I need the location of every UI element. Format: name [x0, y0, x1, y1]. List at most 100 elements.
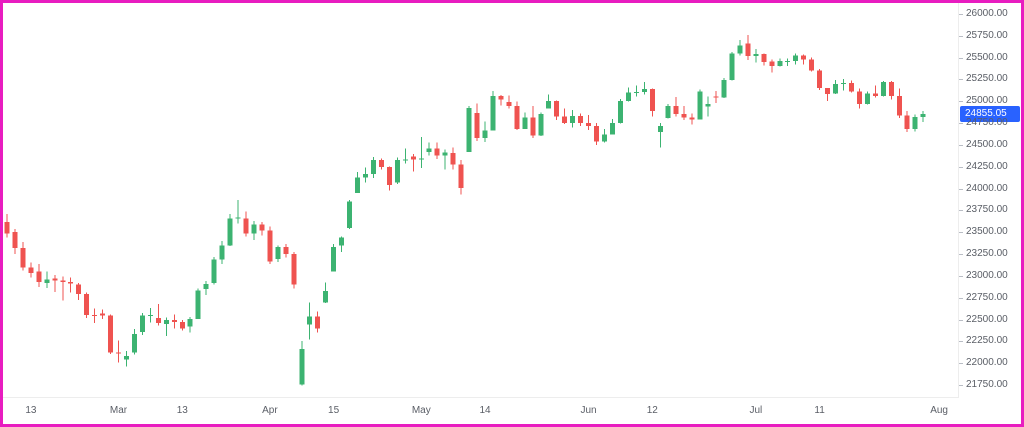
candle	[657, 125, 663, 132]
price-axis-tick	[959, 189, 963, 190]
candle	[793, 55, 799, 61]
price-axis-label: 24000.00	[966, 183, 1008, 194]
price-axis-tick	[959, 101, 963, 102]
candle	[283, 246, 289, 255]
time-axis-label: Jul	[749, 405, 763, 416]
candle	[243, 218, 249, 234]
candle	[394, 160, 400, 183]
candlestick-series	[4, 35, 926, 386]
candle	[402, 159, 408, 161]
candle	[378, 159, 384, 168]
price-axis-label: 24750.00	[966, 117, 1008, 128]
candle	[769, 61, 775, 66]
price-axis-tick	[959, 276, 963, 277]
price-axis-label: 22250.00	[966, 335, 1008, 346]
candle	[673, 106, 679, 115]
candle	[586, 123, 591, 127]
time-axis-label: 13	[25, 405, 37, 416]
time-axis-label: May	[411, 405, 431, 416]
candle	[219, 245, 225, 260]
candle	[92, 314, 98, 316]
price-axis-tick	[959, 254, 963, 255]
price-axis-label: 22750.00	[966, 292, 1008, 303]
candle	[729, 53, 735, 80]
candle	[60, 280, 66, 282]
candle	[131, 333, 137, 353]
candle	[482, 130, 488, 139]
candle	[737, 45, 743, 54]
price-axis-tick	[959, 79, 963, 80]
candle	[705, 103, 711, 107]
candle	[315, 316, 321, 329]
candle	[625, 92, 631, 101]
candle	[171, 319, 177, 323]
candle	[211, 259, 217, 283]
candle	[841, 82, 846, 85]
candle	[554, 101, 560, 117]
candle	[251, 224, 257, 234]
last-price-label: 24855.05	[960, 106, 1020, 122]
price-axis-tick	[959, 167, 963, 168]
candle	[594, 126, 599, 142]
candle	[562, 116, 568, 123]
chart-pane[interactable]	[3, 3, 959, 398]
candle	[227, 218, 233, 246]
price-axis-label: 24500.00	[966, 139, 1008, 150]
candle	[912, 116, 918, 130]
candle	[20, 247, 26, 268]
candle	[12, 232, 18, 248]
candle	[203, 284, 209, 289]
candle	[809, 59, 815, 71]
candle	[506, 102, 512, 107]
candle	[864, 93, 870, 104]
candle	[4, 221, 10, 234]
candle	[68, 282, 74, 284]
candle	[52, 278, 58, 281]
candle	[801, 55, 807, 60]
candle	[849, 82, 854, 92]
candle	[147, 315, 153, 316]
candle	[602, 134, 607, 142]
candle	[665, 106, 671, 119]
candle	[904, 115, 910, 130]
candle	[339, 237, 345, 246]
price-axis-tick	[959, 145, 963, 146]
price-axis-label: 24250.00	[966, 161, 1008, 172]
price-axis-tick	[959, 210, 963, 211]
price-axis-label: 25750.00	[966, 30, 1008, 41]
price-axis-label: 25250.00	[966, 73, 1008, 84]
candle	[259, 224, 265, 231]
candle	[76, 284, 82, 294]
candle	[84, 294, 90, 315]
candle	[235, 217, 241, 219]
candle	[100, 313, 106, 316]
price-axis-tick	[959, 385, 963, 386]
candle	[920, 113, 926, 117]
price-axis-label: 23750.00	[966, 204, 1008, 215]
candle	[833, 84, 838, 94]
candle	[108, 315, 113, 353]
candle	[426, 148, 432, 152]
candle	[713, 96, 719, 98]
time-axis-label: 14	[479, 405, 491, 416]
candle	[44, 279, 50, 283]
candle	[498, 95, 504, 100]
candle	[458, 164, 464, 188]
candle	[514, 106, 520, 129]
candle	[442, 152, 448, 156]
candle	[530, 117, 536, 136]
candle	[187, 318, 193, 327]
candle	[633, 92, 639, 94]
time-axis-label: Apr	[262, 405, 278, 416]
price-axis[interactable]: 24855.05 26000.00 25750.00 25500.00 25250.0…	[958, 3, 1021, 398]
candle	[124, 356, 129, 360]
price-axis-label: 22500.00	[966, 314, 1008, 325]
candle	[155, 317, 161, 323]
time-axis[interactable]: 13 Mar 13 Apr 15 May 14 Jun 12 Jul 11 Aug	[3, 397, 959, 424]
candle	[538, 114, 544, 136]
candle	[275, 246, 281, 260]
price-axis-label: 25500.00	[966, 52, 1008, 63]
price-axis-tick	[959, 232, 963, 233]
price-axis-label: 25000.00	[966, 95, 1008, 106]
candle	[28, 267, 34, 274]
